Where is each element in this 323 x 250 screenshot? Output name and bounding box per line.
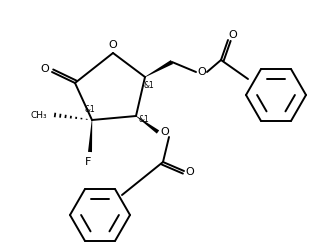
Text: CH₃: CH₃ xyxy=(30,112,47,120)
Text: O: O xyxy=(109,40,117,50)
Text: O: O xyxy=(229,30,237,40)
Text: O: O xyxy=(161,127,169,137)
Text: &1: &1 xyxy=(139,116,149,124)
Text: &1: &1 xyxy=(85,106,95,114)
Text: O: O xyxy=(198,67,206,77)
Polygon shape xyxy=(88,120,92,152)
Polygon shape xyxy=(136,116,159,134)
Text: O: O xyxy=(186,167,194,177)
Text: O: O xyxy=(41,64,49,74)
Polygon shape xyxy=(145,60,173,77)
Text: F: F xyxy=(85,157,91,167)
Text: &1: &1 xyxy=(144,82,154,90)
